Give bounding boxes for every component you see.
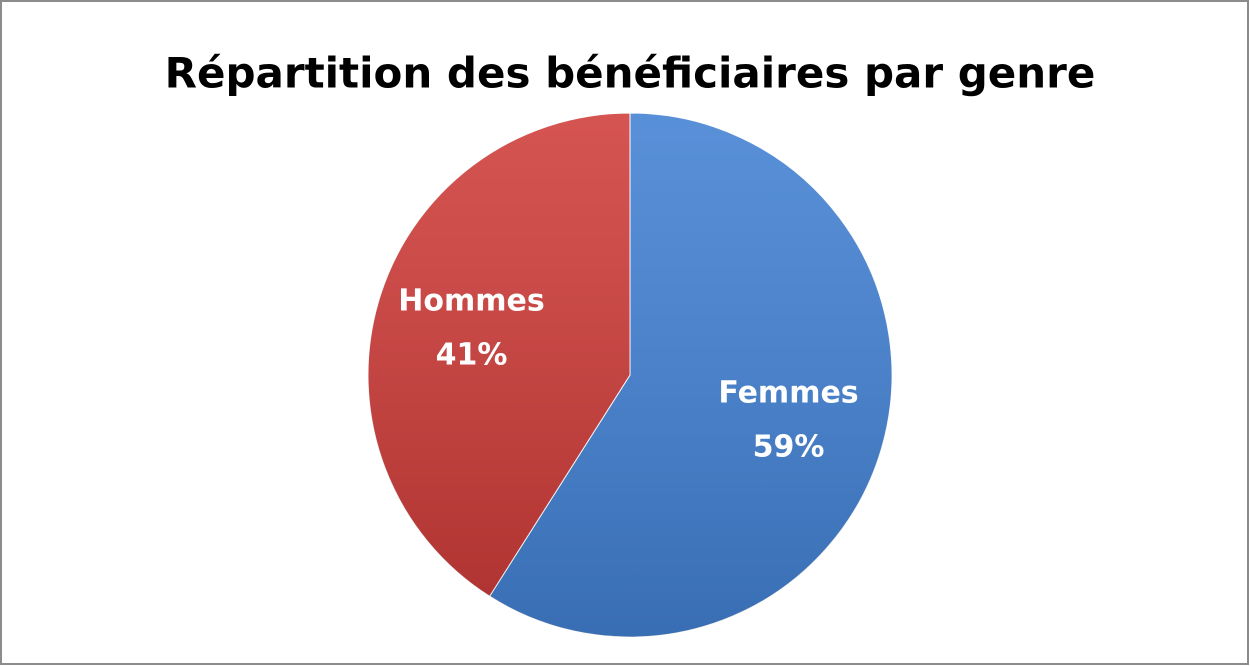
slice-label: Hommes xyxy=(398,283,544,318)
slice-shade xyxy=(489,113,892,637)
chart-title: Répartition des bénéficiaires par genre xyxy=(165,49,1096,98)
slice-value-label: 41% xyxy=(436,337,508,372)
slice-label: Femmes xyxy=(718,376,858,411)
slice-shade xyxy=(367,113,630,597)
slice-value-label: 59% xyxy=(753,430,825,465)
